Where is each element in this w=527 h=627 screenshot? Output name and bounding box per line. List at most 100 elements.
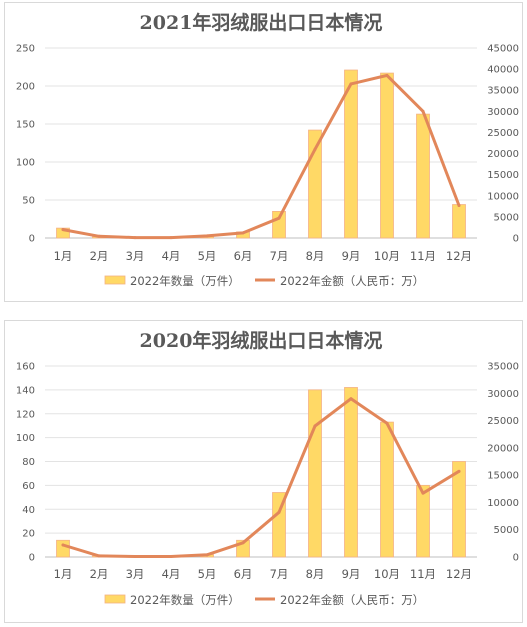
legend-swatch-bar xyxy=(104,275,126,285)
x-tick-label: 8月 xyxy=(306,567,325,581)
x-tick-label: 5月 xyxy=(198,567,217,581)
bar xyxy=(308,389,322,558)
line-point xyxy=(277,216,281,220)
chart-2021: 2021年羽绒服出口日本情况 0 50 100 150 200 250 0 5000 10000 1… xyxy=(16,11,519,288)
bar xyxy=(272,492,286,558)
y-right-tick-label: 15000 xyxy=(487,471,519,482)
x-tick-label: 3月 xyxy=(126,567,145,581)
y-left-tick-label: 60 xyxy=(22,481,35,492)
x-tick-label: 11月 xyxy=(410,249,436,263)
legend-label: 2022年金额（人民币：万） xyxy=(280,274,424,288)
legend-label: 2022年数量（万件） xyxy=(130,593,240,607)
y-right-tick-label: 0 xyxy=(513,234,519,245)
line-point xyxy=(385,73,389,77)
y-left-tick-label: 250 xyxy=(16,44,35,55)
x-tick-label: 2月 xyxy=(90,567,109,581)
line-point xyxy=(421,491,425,495)
line-point xyxy=(349,82,353,86)
y-right-tick-label: 5000 xyxy=(494,525,519,536)
y-right-tick-label: 25000 xyxy=(487,416,519,427)
x-tick-label: 7月 xyxy=(270,249,289,263)
x-tick-label: 5月 xyxy=(198,249,217,263)
y-right-tick-label: 35000 xyxy=(487,362,519,373)
legend-label: 2022年金额（人民币：万） xyxy=(280,593,424,607)
line-point xyxy=(313,424,317,428)
bar xyxy=(380,72,394,239)
bar xyxy=(380,421,394,558)
bar xyxy=(416,113,430,239)
legend-label: 2022年数量（万件） xyxy=(130,274,240,288)
x-tick-label: 1月 xyxy=(54,567,73,581)
bar xyxy=(452,204,466,239)
line-point xyxy=(205,234,209,238)
line-point xyxy=(97,234,101,238)
bar xyxy=(416,484,430,558)
y-left-tick-label: 160 xyxy=(16,362,35,373)
line-point xyxy=(61,228,65,232)
line-point xyxy=(241,541,245,545)
y-left-tick-label: 140 xyxy=(16,385,35,396)
x-tick-label: 10月 xyxy=(374,567,400,581)
x-tick-label: 10月 xyxy=(374,249,400,263)
y-left-tick-label: 50 xyxy=(22,196,35,207)
y-right-tick-label: 5000 xyxy=(494,212,519,223)
x-tick-label: 4月 xyxy=(162,249,181,263)
chart-panel-2021: 2021年羽绒服出口日本情况 0 50 100 150 200 250 0 5000 10000 1… xyxy=(4,2,523,302)
line-point xyxy=(457,469,461,473)
x-tick-label: 9月 xyxy=(342,567,361,581)
y-right-tick-label: 40000 xyxy=(487,65,519,76)
bar xyxy=(452,461,466,558)
y-right-tick-label: 30000 xyxy=(487,107,519,118)
line-point xyxy=(169,554,173,558)
x-tick-label: 6月 xyxy=(234,249,253,263)
chart-2020: 2020年羽绒服出口日本情况 0 20 40 60 80 100 120 140 160 0 5000… xyxy=(16,329,519,607)
line-point xyxy=(205,553,209,557)
y-right-tick-label: 25000 xyxy=(487,128,519,139)
y-left-tick-label: 20 xyxy=(22,529,35,540)
x-tick-label: 4月 xyxy=(162,567,181,581)
chart-title: 2021年羽绒服出口日本情况 xyxy=(140,11,383,34)
bar xyxy=(56,539,70,558)
chart-panel-2020: 2020年羽绒服出口日本情况 0 20 40 60 80 100 120 140 160 0 5000… xyxy=(4,320,523,623)
line-point xyxy=(241,231,245,235)
x-tick-label: 11月 xyxy=(410,567,436,581)
chart-title: 2020年羽绒服出口日本情况 xyxy=(140,329,383,352)
x-tick-label: 2月 xyxy=(90,249,109,263)
x-tick-label: 3月 xyxy=(126,249,145,263)
series-line xyxy=(61,73,461,240)
y-left-tick-label: 0 xyxy=(29,234,35,245)
y-left-tick-label: 80 xyxy=(22,457,35,468)
y-right-tick-label: 45000 xyxy=(487,44,519,55)
y-left-tick-label: 150 xyxy=(16,120,35,131)
y-left-tick-label: 0 xyxy=(29,553,35,564)
y-right-tick-label: 20000 xyxy=(487,443,519,454)
line-point xyxy=(169,236,173,240)
line-point xyxy=(421,109,425,113)
y-right-tick-label: 15000 xyxy=(487,170,519,181)
y-left-tick-label: 200 xyxy=(16,82,35,93)
y-right-tick-label: 10000 xyxy=(487,498,519,509)
y-left-tick-label: 120 xyxy=(16,409,35,420)
y-right-tick-label: 20000 xyxy=(487,149,519,160)
line-point xyxy=(385,421,389,425)
x-tick-label: 9月 xyxy=(342,249,361,263)
bar xyxy=(344,69,358,239)
x-tick-label: 8月 xyxy=(306,249,325,263)
x-tick-label: 6月 xyxy=(234,567,253,581)
line-point xyxy=(313,147,317,151)
y-left-tick-label: 40 xyxy=(22,505,35,516)
bar xyxy=(344,387,358,558)
y-right-tick-label: 0 xyxy=(513,553,519,564)
x-tick-label: 12月 xyxy=(446,567,472,581)
y-right-tick-label: 30000 xyxy=(487,389,519,400)
line-point xyxy=(277,510,281,514)
x-tick-label: 1月 xyxy=(54,249,73,263)
legend-swatch-bar xyxy=(104,594,126,604)
line-point xyxy=(97,554,101,558)
line-point xyxy=(133,236,137,240)
line-point xyxy=(61,543,65,547)
y-right-tick-label: 10000 xyxy=(487,191,519,202)
y-left-tick-label: 100 xyxy=(16,433,35,444)
x-tick-label: 12月 xyxy=(446,249,472,263)
y-left-tick-label: 100 xyxy=(16,158,35,169)
